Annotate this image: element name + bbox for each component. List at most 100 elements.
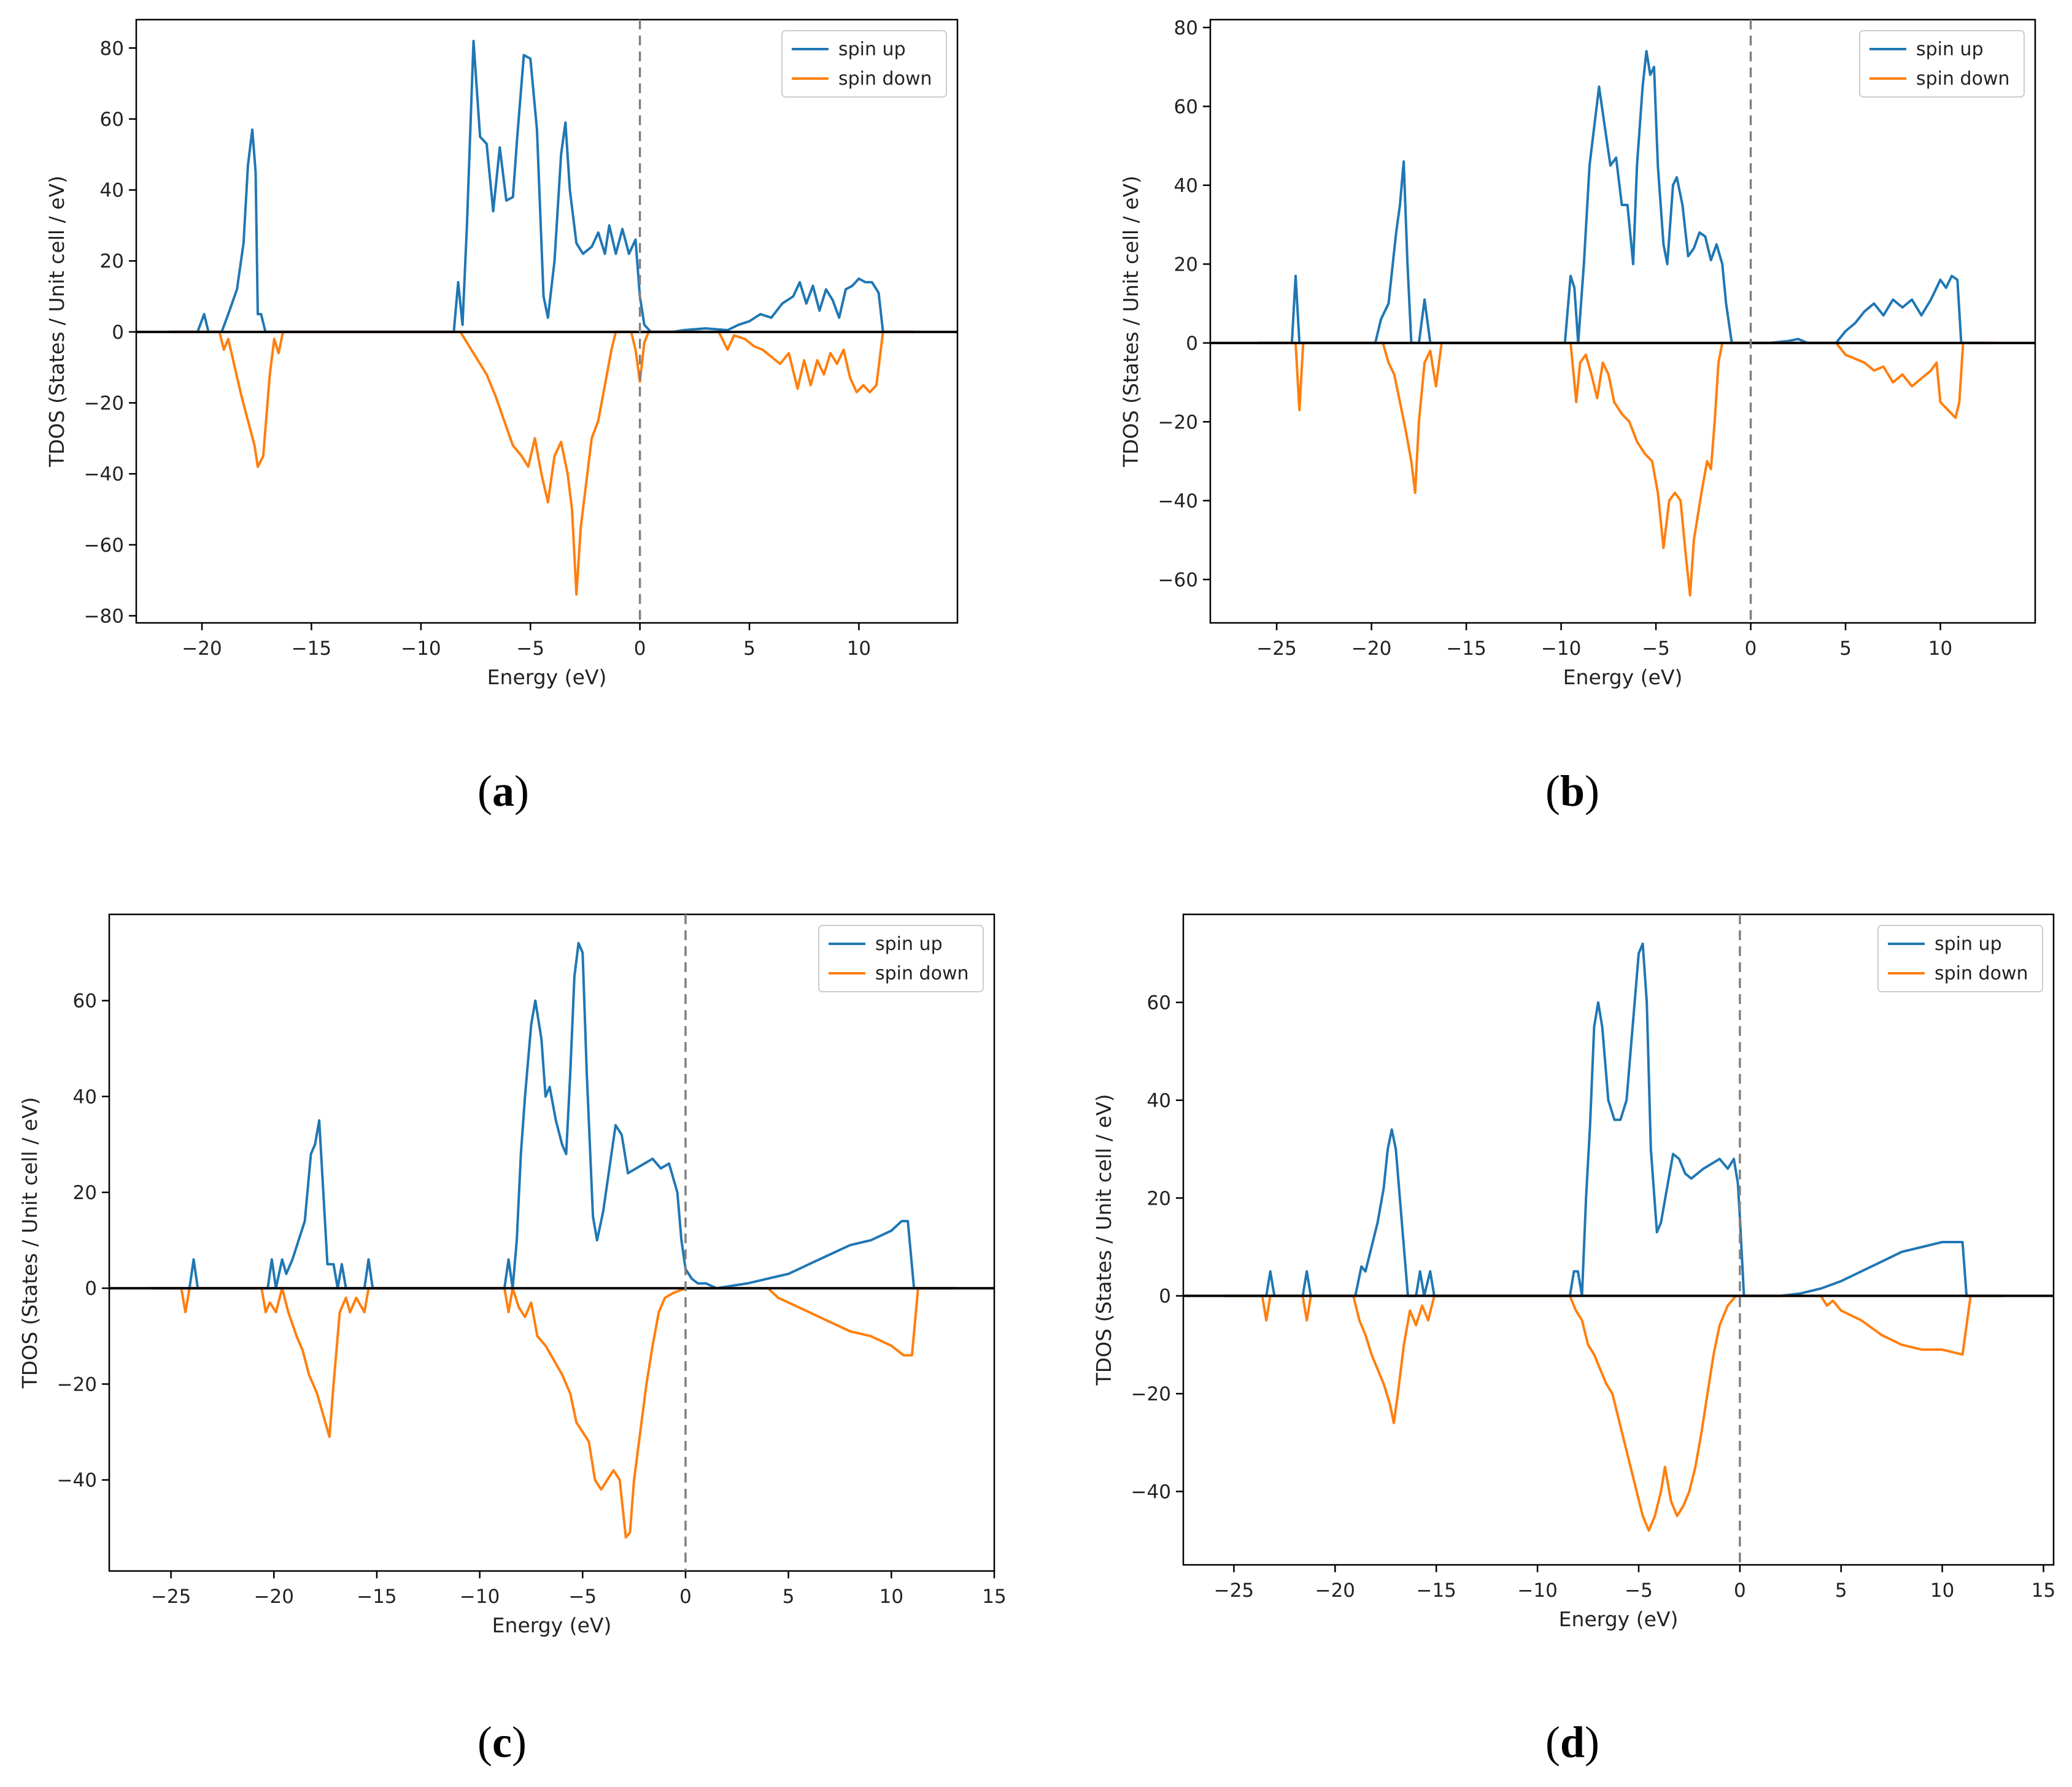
plot-frame (1182, 913, 2055, 1566)
tdos-chart-a: −20 −15 −10 −5 0 5 10 −80 −60 −40 −20 0 20 40 60 80 Ener… (45, 18, 959, 689)
legend: spin up spin down (1859, 30, 2025, 98)
x-tick-label: −10 (401, 638, 441, 660)
x-tick-label: 10 (847, 638, 871, 660)
plot-area (109, 914, 994, 1571)
legend-label-spin-up: spin up (1916, 39, 1984, 60)
x-axis-label: Energy (eV) (1563, 665, 1683, 689)
panel-label-a: (a) (477, 766, 529, 816)
y-tick-label: 60 (1147, 992, 1171, 1014)
tdos-chart-c: −25 −20 −15 −10 −5 0 5 10 15 −40 −20 0 20 40 60 Energy … (18, 913, 1007, 1637)
x-tick-label: −20 (254, 1586, 294, 1608)
x-axis-label: Energy (eV) (1559, 1607, 1679, 1631)
x-tick-label: −15 (1416, 1580, 1456, 1602)
x-tick-label: 15 (2031, 1580, 2055, 1602)
y-tick-label: −20 (1158, 411, 1198, 433)
tdos-chart-b: −25 −20 −15 −10 −5 0 5 10 −60 −40 −20 0 20 40 60 80 Ener… (1119, 17, 2036, 689)
x-tick-label: −20 (182, 638, 222, 660)
y-tick-label: 60 (1174, 96, 1198, 118)
plot-frame (135, 18, 959, 624)
x-tick-label: 5 (1839, 638, 1852, 660)
x-tick-label: −10 (1541, 638, 1581, 660)
x-tick-label: 15 (982, 1586, 1006, 1608)
x-tick-label: −15 (357, 1586, 396, 1608)
y-tick-label: 40 (73, 1086, 97, 1108)
y-axis-label: TDOS (States / Unit cell / eV) (1119, 176, 1143, 468)
x-tick-label: 10 (1930, 1580, 1954, 1602)
plot-frame (108, 913, 995, 1572)
y-tick-label: 80 (1174, 17, 1198, 39)
y-tick-label: −20 (84, 392, 124, 414)
x-tick-label: −15 (292, 638, 331, 660)
y-tick-label: 40 (1147, 1090, 1171, 1112)
spin-up-line (169, 39, 914, 333)
spin-up-line (150, 941, 953, 1290)
y-tick-label: −20 (57, 1373, 97, 1395)
x-tick-label: −25 (151, 1586, 191, 1608)
y-tick-label: 20 (1147, 1187, 1171, 1210)
x-tick-label: −5 (568, 1586, 597, 1608)
x-tick-label: 0 (679, 1586, 692, 1608)
y-axis-label: TDOS (States / Unit cell / eV) (1092, 1094, 1116, 1386)
x-tick-label: 0 (1745, 638, 1757, 660)
y-tick-label: −40 (57, 1470, 97, 1492)
y-tick-label: 0 (1159, 1286, 1171, 1308)
spin-down-line (150, 1287, 957, 1539)
x-tick-label: −25 (1214, 1580, 1254, 1602)
panel-label-d: (d) (1545, 1718, 1600, 1767)
x-tick-label: 10 (1928, 638, 1952, 660)
plot-area (1210, 20, 2035, 623)
x-tick-label: −10 (1517, 1580, 1557, 1602)
x-tick-label: −25 (1256, 638, 1296, 660)
x-tick-label: −5 (1642, 638, 1670, 660)
legend-label-spin-down: spin down (875, 963, 969, 984)
legend: spin up spin down (818, 925, 984, 992)
x-tick-label: −20 (1351, 638, 1391, 660)
panel-label-c: (c) (477, 1718, 527, 1767)
x-tick-label: −15 (1446, 638, 1486, 660)
legend-box (818, 925, 984, 992)
y-tick-label: −40 (1158, 490, 1198, 512)
x-tick-label: −10 (460, 1586, 500, 1608)
legend-box (1877, 925, 2043, 992)
spin-down-line (169, 330, 914, 596)
x-axis-label: Energy (eV) (492, 1613, 612, 1637)
x-tick-label: 0 (1734, 1580, 1746, 1602)
x-tick-label: 0 (634, 638, 646, 660)
y-tick-label: 80 (100, 37, 124, 60)
legend-label-spin-up: spin up (838, 39, 906, 60)
y-tick-label: 0 (85, 1278, 97, 1300)
y-tick-label: 20 (100, 250, 124, 272)
x-tick-label: 5 (743, 638, 756, 660)
legend-label-spin-down: spin down (838, 68, 932, 90)
plot-area (136, 20, 957, 623)
y-tick-label: −40 (84, 463, 124, 485)
y-tick-label: 60 (73, 990, 97, 1013)
spin-up-line (1224, 942, 2003, 1297)
y-tick-label: 0 (112, 322, 124, 344)
y-tick-label: 60 (100, 109, 124, 131)
spin-down-line (1258, 341, 1998, 596)
y-axis-label: TDOS (States / Unit cell / eV) (45, 176, 69, 468)
legend-label-spin-down: spin down (1916, 68, 2010, 90)
y-tick-label: 20 (73, 1182, 97, 1204)
x-axis-label: Energy (eV) (487, 665, 607, 689)
y-tick-label: −60 (84, 535, 124, 557)
legend-box (1859, 30, 2025, 98)
y-tick-label: −60 (1158, 569, 1198, 591)
x-tick-label: −20 (1315, 1580, 1355, 1602)
y-tick-label: −80 (84, 605, 124, 627)
y-tick-label: 20 (1174, 253, 1198, 276)
x-tick-label: 5 (783, 1586, 795, 1608)
y-tick-label: 0 (1186, 333, 1198, 355)
tdos-chart-d: −25 −20 −15 −10 −5 0 5 10 15 −40 −20 0 20 40 60 Energy … (1092, 913, 2055, 1631)
plot-area (1183, 914, 2054, 1565)
y-axis-label: TDOS (States / Unit cell / eV) (18, 1097, 42, 1389)
x-tick-label: −5 (1625, 1580, 1653, 1602)
legend-label-spin-down: spin down (1935, 963, 2028, 984)
x-tick-label: 10 (879, 1586, 903, 1608)
legend: spin up spin down (781, 30, 947, 98)
y-tick-label: −20 (1131, 1383, 1171, 1405)
x-tick-label: 5 (1835, 1580, 1847, 1602)
x-tick-label: −5 (516, 638, 544, 660)
spin-down-line (1224, 1294, 2008, 1532)
